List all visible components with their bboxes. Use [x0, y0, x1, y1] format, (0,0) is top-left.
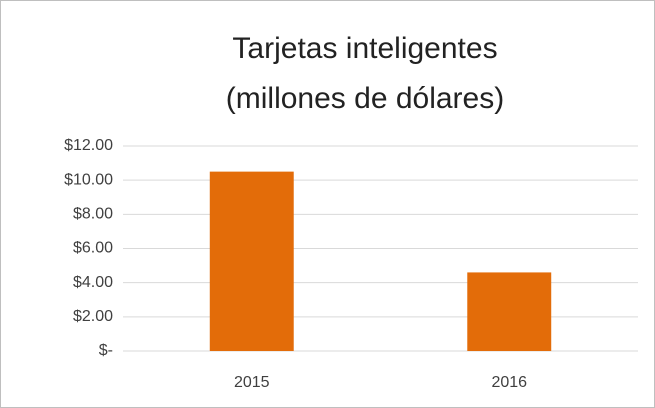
- chart-title: Tarjetas inteligentes: [232, 32, 497, 65]
- y-tick-label: $10.00: [64, 171, 113, 188]
- y-tick-label: $4.00: [73, 274, 113, 291]
- x-tick-label: 2016: [491, 374, 527, 391]
- y-tick-label: $8.00: [73, 206, 113, 223]
- chart-title: (millones de dólares): [226, 82, 504, 115]
- x-tick-label: 2015: [234, 374, 270, 391]
- y-tick-label: $6.00: [73, 240, 113, 257]
- y-tick-label: $2.00: [73, 308, 113, 325]
- y-tick-label: $-: [99, 342, 113, 359]
- bar: [209, 171, 294, 351]
- bar: [467, 272, 552, 351]
- y-tick-label: $12.00: [64, 137, 113, 154]
